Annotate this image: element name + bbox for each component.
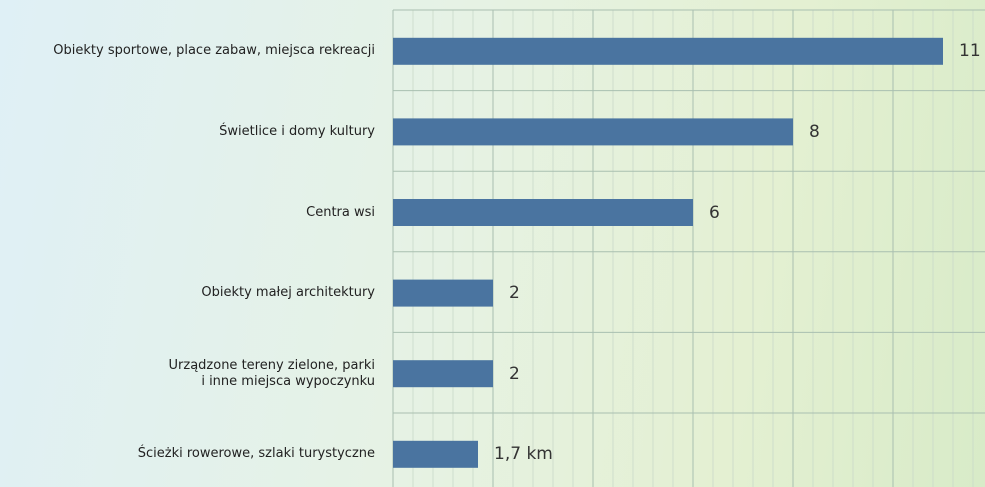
value-label: 11 (959, 41, 981, 62)
value-label: 2 (509, 363, 520, 384)
category-label: Ścieżki rowerowe, szlaki turystyczne (137, 446, 375, 462)
bar (393, 440, 478, 468)
category-label: Świetlice i domy kultury (219, 123, 375, 139)
category-label: Obiekty małej architektury (201, 285, 375, 301)
value-label: 8 (809, 121, 820, 142)
category-label: Centra wsi (306, 204, 375, 220)
bar (393, 118, 793, 146)
value-label: 2 (509, 283, 520, 304)
bar (393, 37, 943, 65)
bar (393, 279, 493, 307)
bar (393, 199, 693, 226)
value-label: 1,7 km (494, 444, 553, 465)
value-label: 6 (709, 202, 720, 223)
bar (393, 360, 493, 388)
category-label: Urządzone tereny zielone, parki i inne m… (168, 357, 375, 389)
category-label: Obiekty sportowe, place zabaw, miejsca r… (53, 43, 375, 59)
